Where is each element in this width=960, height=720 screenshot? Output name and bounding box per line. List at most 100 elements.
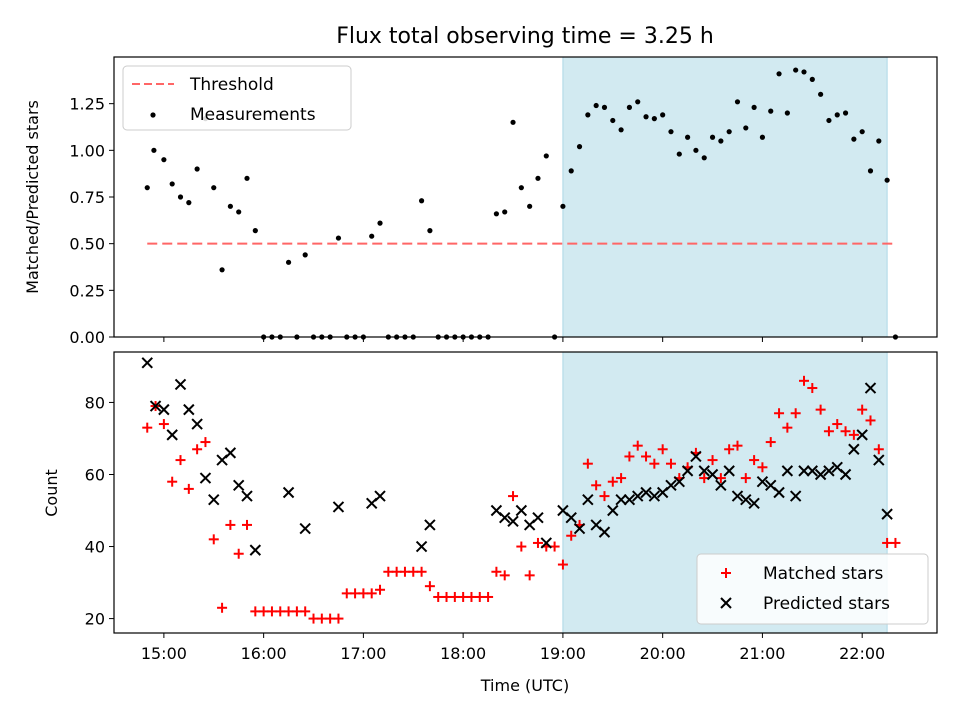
- predicted-star-point: [823, 465, 835, 477]
- measurement-point: [151, 147, 157, 153]
- legend-matched-swatch: [721, 568, 731, 578]
- measurement-point: [527, 203, 533, 209]
- measurement-point: [177, 194, 184, 200]
- measurement-point: [759, 134, 766, 140]
- count-points: [141, 357, 901, 624]
- predicted-star-point: [748, 497, 760, 510]
- matched-star-point: [499, 570, 510, 581]
- legend-matched-label: Matched stars: [763, 564, 883, 584]
- x-tick-label: 19:00: [540, 644, 586, 663]
- predicted-star-point: [673, 475, 686, 488]
- matched-star-point: [557, 559, 568, 570]
- top-y-tick-label: 0.25: [69, 281, 105, 300]
- predicted-star-point: [573, 522, 586, 535]
- legend-predicted-label: Predicted stars: [763, 594, 890, 614]
- chart-title: Flux total observing time = 3.25 h: [336, 24, 714, 49]
- measurement-point: [244, 175, 250, 181]
- predicted-star-point: [532, 512, 544, 524]
- matched-star-point: [508, 491, 519, 502]
- predicted-star-point: [607, 504, 619, 517]
- predicted-star-point: [648, 490, 661, 502]
- x-tick-label: 21:00: [739, 644, 785, 663]
- predicted-star-point: [715, 479, 727, 492]
- predicted-star-point: [515, 504, 528, 517]
- measurement-point: [751, 104, 757, 110]
- measurement-point: [186, 200, 192, 206]
- bottom-plot: 20 40 60 80 15:00 16:00 17:00 18:00 19:00 20:00 2…: [42, 351, 938, 695]
- predicted-star-point: [615, 493, 627, 506]
- measurement-point: [535, 175, 541, 181]
- measurement-point: [219, 267, 225, 273]
- predicted-star-point: [789, 490, 802, 502]
- matched-star-point: [798, 375, 809, 386]
- top-y-tick-label: 1.25: [69, 95, 105, 114]
- matched-star-point: [832, 419, 843, 430]
- matched-star-point: [641, 451, 652, 462]
- measurement-point: [734, 99, 741, 105]
- matched-star-point: [217, 602, 228, 613]
- predicted-star-point: [241, 490, 253, 502]
- matched-star-point: [183, 483, 194, 494]
- measurement-point: [252, 228, 258, 234]
- matched-star-point: [424, 581, 435, 592]
- matched-star-point: [857, 404, 868, 415]
- matched-star-point: [167, 476, 178, 487]
- top-y-tick-label: 0.75: [69, 188, 105, 207]
- predicted-star-point: [166, 429, 178, 441]
- measurement-point: [643, 114, 649, 120]
- predicted-star-point: [864, 382, 877, 394]
- predicted-star-point: [174, 378, 187, 391]
- predicted-star-point: [798, 465, 810, 477]
- measurement-point: [576, 144, 583, 150]
- measurement-point: [818, 91, 824, 97]
- matched-star-point: [208, 534, 219, 545]
- matched-star-point: [840, 426, 851, 437]
- x-tick-label: 17:00: [340, 644, 386, 663]
- measurement-point: [161, 157, 167, 163]
- measurement-point: [867, 168, 874, 174]
- predicted-star-point: [499, 512, 511, 524]
- measurement-point: [685, 134, 691, 140]
- bottom-legend-box: [696, 553, 929, 625]
- measurement-point: [593, 102, 599, 109]
- measurement-point: [194, 166, 200, 172]
- measurement-point: [884, 177, 890, 183]
- predicted-star-point: [773, 486, 785, 499]
- matched-star-point: [740, 473, 751, 484]
- predicted-star-point: [332, 501, 345, 513]
- bottom-y-tick-label: 80: [85, 393, 105, 412]
- matched-star-point: [233, 548, 244, 559]
- matched-star-point: [366, 588, 377, 599]
- measurement-point: [809, 76, 815, 82]
- matched-star-point: [624, 451, 635, 462]
- measurement-point: [635, 99, 641, 105]
- top-legend: Threshold Measurements: [122, 65, 352, 131]
- legend-threshold-label: Threshold: [189, 75, 274, 95]
- matched-star-point: [807, 383, 818, 394]
- measurement-point: [834, 112, 840, 118]
- measurement-point: [144, 185, 150, 191]
- measurement-point: [285, 259, 292, 265]
- predicted-star-point: [232, 479, 245, 492]
- bottom-y-tick-label: 20: [85, 610, 105, 629]
- measurement-point: [601, 104, 608, 110]
- measurement-point: [676, 151, 682, 157]
- measurement-point: [801, 69, 807, 75]
- top-y-tick-label: 1.00: [69, 141, 105, 160]
- predicted-star-point: [208, 493, 220, 506]
- measurement-point: [626, 104, 633, 110]
- predicted-star-point: [665, 479, 677, 492]
- measurement-point: [618, 127, 624, 133]
- matched-star-point: [782, 422, 793, 433]
- x-tick-label: 15:00: [141, 644, 187, 663]
- matched-star-point: [865, 415, 876, 426]
- bottom-legend: Matched stars Predicted stars: [696, 553, 929, 625]
- predicted-star-point: [839, 468, 852, 481]
- predicted-star-point: [623, 493, 636, 506]
- x-tick-label: 16:00: [241, 644, 287, 663]
- top-y-ticks: 0.00 0.25 0.50 0.75 1.00 1.25: [69, 95, 114, 347]
- matched-star-point: [848, 429, 859, 440]
- measurement-point: [693, 147, 699, 153]
- measurement-point: [377, 220, 383, 226]
- matched-star-point: [416, 566, 427, 577]
